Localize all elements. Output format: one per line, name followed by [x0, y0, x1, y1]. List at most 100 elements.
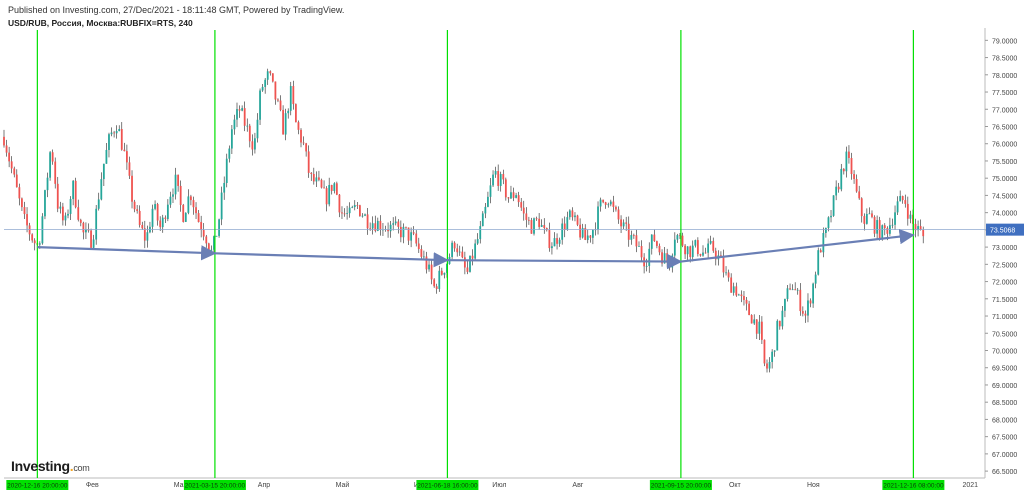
candle-body: [346, 213, 348, 214]
candle-body: [504, 179, 507, 198]
candle-body: [85, 229, 87, 233]
candle-body: [556, 238, 558, 244]
candle-body: [607, 204, 610, 206]
candle-body: [77, 207, 80, 220]
candle-body: [466, 267, 469, 272]
candle-body: [586, 235, 589, 240]
candle-body: [254, 138, 256, 150]
candle-body: [8, 152, 11, 162]
candle-body: [3, 136, 5, 146]
candle-body: [745, 299, 748, 304]
candle-body: [241, 108, 244, 111]
candle-body: [202, 230, 205, 237]
candle-body: [97, 199, 100, 209]
candle-body: [228, 148, 231, 159]
candle-body: [479, 226, 482, 240]
candle-body: [64, 215, 67, 221]
candle-body: [914, 223, 917, 231]
candle-body: [886, 228, 889, 234]
candle-body: [79, 219, 82, 223]
y-tick-label: 74.5000: [992, 193, 1017, 200]
candle-body: [696, 240, 699, 255]
candle-body: [584, 227, 587, 240]
current-price-tag: [986, 223, 1024, 236]
candle-body: [709, 240, 712, 244]
candle-body: [435, 286, 438, 289]
candle-body: [707, 243, 710, 253]
candle-body: [481, 213, 484, 227]
candle-body: [825, 228, 827, 234]
candle-body: [292, 86, 295, 105]
candle-body: [868, 213, 871, 215]
candle-body: [399, 226, 402, 238]
candle-body: [277, 99, 279, 101]
y-tick-label: 78.0000: [992, 73, 1017, 80]
candle-body: [210, 249, 213, 251]
y-tick-label: 71.5000: [992, 297, 1017, 304]
candle-body: [141, 224, 144, 229]
candle-body: [778, 320, 781, 327]
candle-body: [545, 228, 548, 231]
candle-body: [13, 168, 16, 175]
candle-body: [919, 226, 922, 230]
candle-body: [69, 199, 72, 214]
candle-body: [571, 210, 574, 218]
candle-body: [271, 73, 274, 82]
candle-body: [302, 142, 305, 144]
trend-arrow: [214, 252, 449, 268]
trend-arrow: [447, 253, 683, 270]
candle-body: [166, 204, 169, 219]
candle-body: [461, 251, 464, 258]
candle-body: [837, 186, 840, 190]
candle-body: [151, 208, 154, 227]
logo-suffix: com: [73, 463, 90, 473]
candle-body: [266, 71, 269, 80]
candle-body: [860, 198, 863, 217]
candle-body: [343, 213, 346, 215]
candle-body: [801, 311, 804, 314]
candle-body: [809, 300, 812, 304]
candle-body: [92, 239, 95, 248]
candle-body: [49, 152, 51, 178]
candle-body: [412, 232, 415, 234]
candle-body: [873, 216, 876, 234]
candle-body: [722, 256, 725, 273]
candle-body: [622, 222, 625, 227]
candle-body: [615, 206, 617, 210]
candle-body: [236, 109, 238, 120]
candle-body: [405, 226, 407, 228]
candle-body: [213, 236, 215, 250]
candle-body: [702, 252, 704, 256]
candle-body: [100, 179, 103, 200]
candle-body: [474, 243, 477, 259]
candle-body: [497, 170, 500, 186]
candle-body: [200, 222, 203, 231]
candle-body: [351, 207, 354, 208]
candle-body: [23, 207, 26, 215]
candle-body: [530, 220, 533, 234]
candle-body: [361, 215, 364, 217]
candle-body: [123, 149, 126, 152]
candle-body: [896, 201, 899, 213]
candle-body: [699, 254, 702, 256]
candle-body: [297, 122, 300, 130]
candle-body: [753, 319, 756, 324]
candle-body: [118, 129, 121, 132]
y-tick-label: 73.0000: [992, 245, 1017, 252]
candle-body: [520, 202, 523, 208]
candle-body: [766, 363, 768, 369]
marker-label: 2021-09-15 20:00:00: [651, 483, 712, 490]
candle-body: [177, 174, 180, 186]
y-tick-label: 68.0000: [992, 417, 1017, 424]
candle-body: [640, 246, 643, 258]
candle-body: [789, 288, 791, 290]
candle-body: [348, 207, 351, 214]
candle-body: [558, 239, 561, 244]
candle-body: [781, 310, 784, 327]
candle-body: [553, 238, 556, 247]
candle-body: [184, 212, 187, 222]
candle-body: [725, 272, 727, 274]
candle-body: [551, 246, 553, 249]
candle-body: [187, 196, 190, 213]
